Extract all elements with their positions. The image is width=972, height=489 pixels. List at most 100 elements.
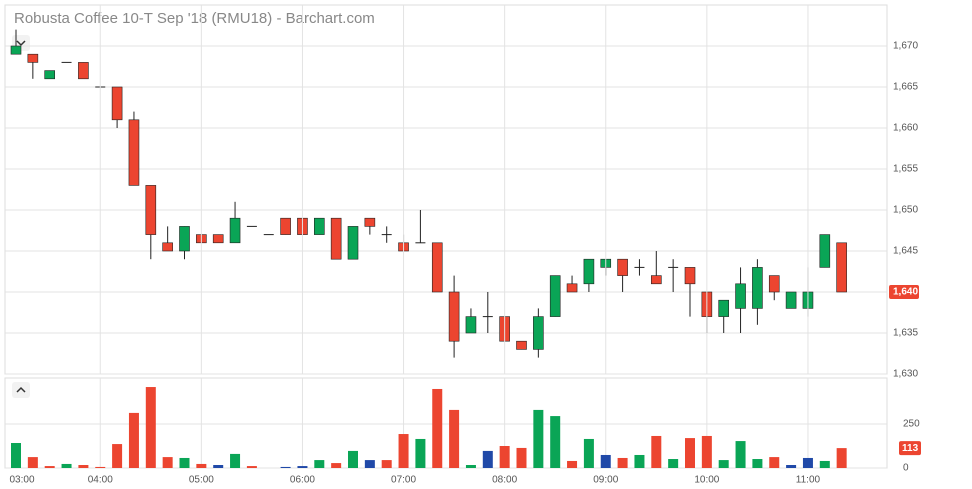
volume-bar [533,409,544,468]
volume-bar [297,466,308,468]
candle-body [431,242,443,293]
volume-bar [718,460,729,468]
volume-bar [634,454,645,468]
candle-body [145,185,157,235]
price-panel [4,4,888,375]
y-tick-label: 1,655 [893,164,918,175]
volume-bar [280,466,291,468]
volume-bar [550,416,561,468]
candle-body [44,70,56,80]
candle-body [128,119,140,186]
volume-bar [95,466,106,468]
candle-body [650,275,662,285]
x-tick-label: 07:00 [391,475,416,486]
candle-body [10,45,22,55]
volume-bar [516,447,527,468]
candle-body [162,242,173,252]
candle-body [27,53,39,63]
last-value-badge [899,441,921,456]
volume-bar [819,460,830,468]
volume-bar [701,435,712,468]
volume-bar [482,450,493,468]
x-tick-label: 10:00 [694,475,719,486]
volume-bar [617,457,628,468]
candle-body [836,242,847,293]
candle-body [229,217,241,244]
candle-body [212,234,224,244]
volume-bar [415,438,426,468]
candle-body [516,340,527,350]
y-tick-label: 250 [903,419,920,430]
candle-body [448,291,460,342]
volume-bar [398,434,409,468]
volume-bar [348,450,358,468]
volume-bar [786,465,797,468]
volume-bar [230,453,241,468]
candle-body [785,291,797,309]
candle-body [768,275,780,293]
x-tick-label: 03:00 [9,475,34,486]
x-tick-label: 04:00 [88,475,113,486]
y-tick-label: 1,635 [893,328,918,339]
volume-bar [11,443,21,468]
volume-bar [213,465,224,468]
volume-bar [836,448,847,468]
candle-body [330,217,342,260]
candle-body [735,283,746,309]
volume-bar [61,463,72,468]
volume-bar [246,466,257,468]
last-value-label: 113 [902,443,919,454]
x-tick-label: 08:00 [492,475,517,486]
x-tick-label: 09:00 [593,475,618,486]
candle-body [280,217,291,235]
volume-bar [44,466,55,468]
volume-bar [432,388,443,468]
volume-bar [735,441,746,468]
candle-body [549,275,561,317]
candle-body [684,267,696,285]
volume-bar [27,457,38,468]
y-tick-label: 1,670 [893,41,918,52]
last-value-badge [889,285,919,299]
candle-body [566,283,578,293]
volume-bar [465,465,476,468]
candle-body [752,267,763,309]
candle-body [313,217,325,235]
candle-body [78,62,89,80]
candle-body [533,316,544,350]
chart-title: Robusta Coffee 10-T Sep '18 (RMU18) - Ba… [14,10,375,27]
y-tick-label: 1,665 [893,82,918,93]
volume-bar [145,387,156,468]
volume-bar [499,446,510,468]
volume-bar [112,444,123,468]
candle-body [179,226,190,252]
volume-bar [668,459,679,468]
volume-bar [583,438,594,468]
candle-body [819,234,831,268]
candle-body [347,226,359,260]
volume-bar [449,409,460,468]
y-tick-label: 0 [903,463,909,474]
volume-bar [196,463,207,468]
x-tick-label: 06:00 [290,475,315,486]
candle-body [718,299,730,317]
candle-body [111,86,123,121]
volume-bar [381,460,392,468]
volume-bar [651,435,662,468]
x-tick-label: 05:00 [189,475,214,486]
volume-bar [331,463,342,468]
candle-body [617,258,628,276]
candle-body [465,316,477,334]
y-tick-label: 1,660 [893,123,918,134]
last-value-label: 1,640 [893,287,918,298]
volume-bar [364,460,375,468]
volume-bar [179,457,190,468]
collapse-button[interactable] [12,382,30,398]
candle-body [364,217,376,227]
y-tick-label: 1,645 [893,246,918,257]
volume-bar [600,454,611,468]
y-tick-label: 1,650 [893,205,918,216]
x-tick-label: 11:00 [796,475,821,486]
y-tick-label: 1,630 [893,369,918,380]
